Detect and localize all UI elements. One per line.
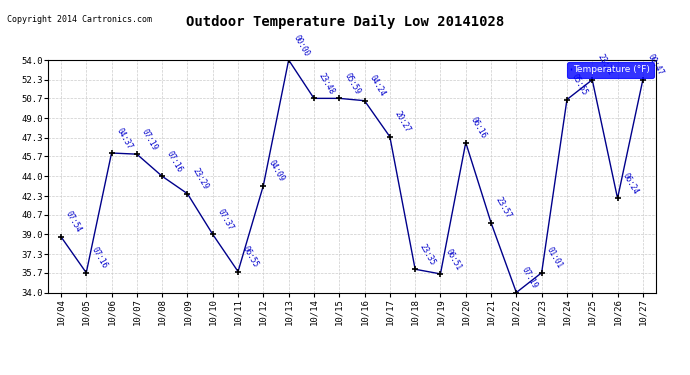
- Text: 07:16: 07:16: [89, 246, 108, 270]
- Text: 07:16: 07:16: [165, 149, 184, 174]
- Text: 05:55: 05:55: [570, 73, 589, 97]
- Text: 01:01: 01:01: [544, 246, 564, 270]
- Text: Copyright 2014 Cartronics.com: Copyright 2014 Cartronics.com: [7, 15, 152, 24]
- Text: 06:16: 06:16: [469, 116, 488, 140]
- Text: 04:24: 04:24: [368, 74, 387, 98]
- Text: 07:37: 07:37: [216, 207, 235, 232]
- Legend: Temperature (°F): Temperature (°F): [567, 62, 653, 78]
- Text: 06:51: 06:51: [444, 247, 463, 272]
- Text: 23:57: 23:57: [494, 196, 513, 220]
- Text: 06:55: 06:55: [241, 245, 260, 269]
- Text: 00:00: 00:00: [292, 33, 311, 58]
- Text: 23:35: 23:35: [418, 242, 437, 267]
- Text: 20:27: 20:27: [393, 110, 412, 134]
- Text: 07:19: 07:19: [520, 266, 539, 290]
- Text: 23:29: 23:29: [190, 167, 210, 191]
- Text: 04:09: 04:09: [266, 159, 286, 183]
- Text: Outdoor Temperature Daily Low 20141028: Outdoor Temperature Daily Low 20141028: [186, 15, 504, 29]
- Text: 06:24: 06:24: [620, 171, 640, 196]
- Text: 05:59: 05:59: [342, 72, 362, 96]
- Text: 07:54: 07:54: [64, 210, 83, 234]
- Text: 23:32: 23:32: [595, 53, 615, 78]
- Text: 00:47: 00:47: [646, 53, 665, 78]
- Text: 23:48: 23:48: [317, 72, 336, 96]
- Text: 04:37: 04:37: [115, 126, 134, 151]
- Text: 07:19: 07:19: [140, 127, 159, 152]
